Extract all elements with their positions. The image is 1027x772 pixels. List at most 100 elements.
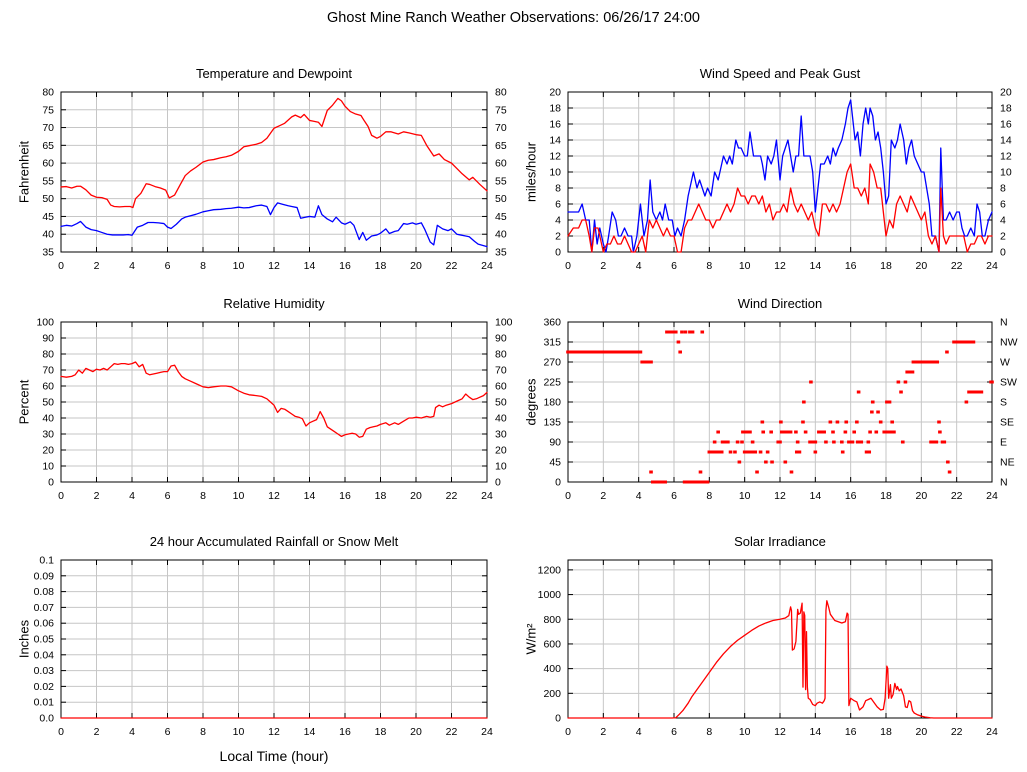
y-tick-label: 100 bbox=[36, 317, 54, 329]
solar-irradiance-chart: Solar Irradiance W/m² 0 2 4 6 8 10 12 14 16 18 20 2… bbox=[507, 534, 1027, 772]
y-tick-label-right: 10 bbox=[495, 461, 507, 473]
scatter-point bbox=[910, 370, 915, 374]
y-tick-label: 225 bbox=[543, 377, 561, 389]
y-tick-label: 600 bbox=[543, 638, 561, 650]
scatter-point bbox=[750, 440, 755, 444]
scatter-point bbox=[769, 430, 773, 434]
scatter-point bbox=[903, 380, 908, 384]
scatter-point bbox=[867, 450, 872, 454]
y-tick-label-right: 60 bbox=[495, 158, 507, 170]
scatter-point bbox=[748, 430, 752, 434]
x-tick-label: 24 bbox=[481, 726, 493, 738]
y-tick-label: 400 bbox=[543, 663, 561, 675]
y-tick-label-right: 80 bbox=[495, 87, 507, 99]
y-tick-label: 12 bbox=[549, 151, 561, 163]
x-tick-label: 12 bbox=[774, 490, 786, 502]
wind-direction-points bbox=[566, 330, 994, 484]
y-tick-label: 0.05 bbox=[34, 634, 55, 646]
x-tick-label: 10 bbox=[739, 726, 751, 738]
scatter-point bbox=[737, 460, 742, 464]
y-tick-label: 0 bbox=[48, 477, 54, 489]
scatter-point bbox=[874, 430, 879, 434]
y-tick-label: 20 bbox=[549, 87, 561, 99]
scatter-point bbox=[868, 430, 872, 434]
scatter-point bbox=[911, 360, 916, 364]
tick-marks bbox=[567, 91, 993, 253]
x-tick-label: 22 bbox=[446, 490, 458, 502]
scatter-point bbox=[835, 420, 840, 424]
x-tick-label: 8 bbox=[200, 260, 206, 272]
scatter-point bbox=[859, 440, 864, 444]
scatter-point bbox=[852, 430, 856, 434]
scatter-point bbox=[831, 430, 835, 434]
grid-lines bbox=[567, 560, 993, 719]
y-tick-label: 40 bbox=[42, 413, 54, 425]
scatter-point bbox=[870, 400, 875, 404]
scatter-point bbox=[802, 400, 806, 404]
x-tick-label: 8 bbox=[200, 490, 206, 502]
x-tick-label: 8 bbox=[200, 726, 206, 738]
y-tick-label: 55 bbox=[42, 175, 54, 187]
x-tick-label: 18 bbox=[880, 260, 892, 272]
y-tick-label-right: 6 bbox=[1000, 199, 1006, 211]
y-tick-label: 10 bbox=[549, 167, 561, 179]
scatter-point bbox=[801, 420, 805, 424]
x-tick-label: 12 bbox=[268, 260, 280, 272]
y-tick-label-right: 45 bbox=[495, 211, 507, 223]
scatter-point bbox=[905, 370, 909, 374]
x-tick-label: 12 bbox=[774, 260, 786, 272]
scatter-point bbox=[840, 450, 845, 454]
y-tick-label: 70 bbox=[42, 365, 54, 377]
y-tick-label: 6 bbox=[555, 199, 561, 211]
y-tick-label: 1000 bbox=[538, 589, 562, 601]
scatter-point bbox=[760, 420, 765, 424]
scatter-point bbox=[938, 430, 942, 434]
y-tick-label: 800 bbox=[543, 614, 561, 626]
x-axis-label: Local Time (hour) bbox=[219, 748, 329, 764]
scatter-point bbox=[778, 440, 782, 444]
x-tick-label: 16 bbox=[845, 260, 857, 272]
y-tick-label-right: 40 bbox=[495, 413, 507, 425]
y-tick-label-right: 40 bbox=[495, 229, 507, 241]
scatter-point bbox=[712, 440, 717, 444]
scatter-point bbox=[765, 450, 770, 454]
y-tick-label: 50 bbox=[42, 397, 54, 409]
y-tick-label: 80 bbox=[42, 87, 54, 99]
scatter-point bbox=[719, 450, 724, 454]
x-tick-label: 18 bbox=[880, 490, 892, 502]
y-tick-label-right: NE bbox=[1000, 457, 1015, 469]
y-tick-label-right: SE bbox=[1000, 417, 1014, 429]
solar-irradiance-line bbox=[567, 600, 993, 719]
y-tick-label: 0.09 bbox=[34, 570, 55, 582]
scatter-point bbox=[673, 330, 678, 334]
x-tick-label: 22 bbox=[951, 726, 963, 738]
scatter-point bbox=[843, 430, 848, 434]
y-tick-label: 50 bbox=[42, 193, 54, 205]
scatter-point bbox=[740, 440, 744, 444]
y-tick-label: 0.01 bbox=[34, 697, 55, 709]
y-tick-label-right: 12 bbox=[1000, 151, 1012, 163]
scatter-point bbox=[795, 440, 800, 444]
x-tick-label: 14 bbox=[304, 490, 316, 502]
scatter-point bbox=[728, 450, 733, 454]
x-tick-label: 20 bbox=[915, 726, 927, 738]
y-tick-label: 90 bbox=[42, 333, 54, 345]
x-tick-label: 22 bbox=[446, 260, 458, 272]
y-tick-label: 0.07 bbox=[34, 602, 55, 614]
scatter-point bbox=[770, 460, 774, 464]
scatter-point bbox=[887, 400, 892, 404]
scatter-point bbox=[678, 350, 682, 354]
x-tick-label: 12 bbox=[774, 726, 786, 738]
x-tick-label: 20 bbox=[410, 490, 422, 502]
scatter-point bbox=[797, 450, 802, 454]
x-tick-label: 0 bbox=[58, 260, 64, 272]
scatter-point bbox=[934, 440, 939, 444]
x-tick-label: 8 bbox=[706, 260, 712, 272]
scatter-point bbox=[822, 430, 826, 434]
x-tick-label: 2 bbox=[94, 490, 100, 502]
y-tick-label-right: 0 bbox=[1000, 247, 1006, 259]
